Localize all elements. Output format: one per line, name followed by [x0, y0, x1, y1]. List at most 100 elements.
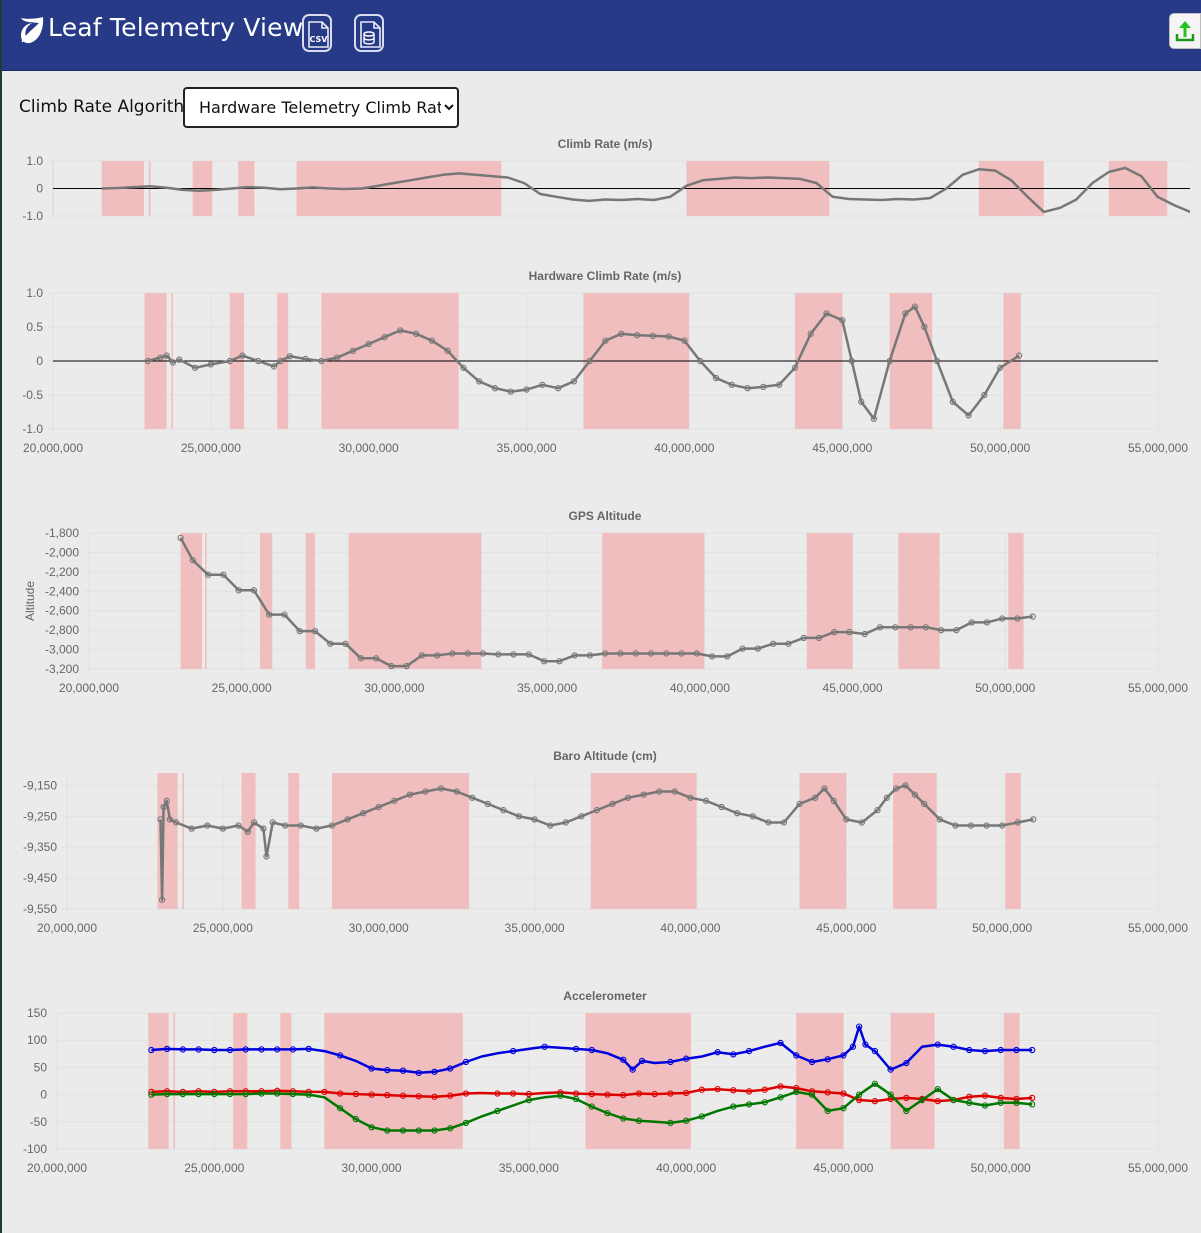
- data-point: [697, 357, 704, 365]
- band-group: [148, 1013, 1020, 1149]
- data-point: [258, 1090, 265, 1097]
- data-point: [824, 1056, 831, 1063]
- export-database-button[interactable]: [354, 14, 384, 52]
- highlight-band: [799, 773, 847, 909]
- highlight-band: [182, 773, 184, 909]
- data-point: [191, 364, 199, 371]
- y-tick-label: 100: [27, 1033, 47, 1047]
- data-point: [204, 571, 212, 578]
- data-point: [179, 1046, 186, 1053]
- x-tick-label: 25,000,000: [181, 441, 241, 455]
- data-point: [372, 655, 380, 662]
- data-point: [418, 652, 426, 659]
- y-tick-label: 0.5: [26, 320, 43, 334]
- data-point: [562, 819, 569, 826]
- data-point: [242, 1046, 249, 1053]
- data-point: [724, 653, 731, 660]
- highlight-band: [890, 1013, 935, 1149]
- highlight-band: [205, 533, 207, 669]
- y-tick-label: -9,250: [23, 809, 57, 823]
- data-point: [791, 364, 799, 371]
- x-tick-label: 50,000,000: [971, 1161, 1031, 1175]
- data-point: [934, 1086, 941, 1093]
- data-point: [693, 650, 700, 657]
- highlight-band: [602, 533, 705, 669]
- x-tick-label: 50,000,000: [975, 681, 1035, 695]
- data-point: [730, 1103, 737, 1110]
- data-point: [375, 803, 382, 811]
- data-point: [333, 354, 341, 361]
- data-point: [172, 819, 180, 826]
- data-point: [665, 333, 672, 340]
- data-point: [950, 1043, 957, 1050]
- data-point: [163, 1090, 171, 1098]
- data-point: [871, 1097, 879, 1105]
- data-point: [539, 381, 546, 388]
- x-tick-label: 30,000,000: [342, 1161, 402, 1175]
- data-point: [745, 1088, 753, 1095]
- highlight-band: [348, 533, 482, 669]
- highlight-band: [241, 773, 256, 909]
- highlight-band: [796, 1013, 844, 1149]
- data-point: [656, 788, 663, 795]
- x-tick-label: 55,000,000: [1128, 1161, 1188, 1175]
- data-point: [357, 655, 364, 662]
- data-point: [359, 810, 367, 817]
- data-point: [937, 626, 945, 634]
- data-point: [588, 1090, 595, 1098]
- data-point: [997, 1099, 1004, 1106]
- y-tick-label: 1.0: [26, 286, 43, 300]
- data-point: [157, 816, 164, 823]
- chart-title: Accelerometer: [563, 989, 647, 1003]
- data-point: [431, 1068, 438, 1075]
- y-tick-label: -3,000: [45, 643, 79, 657]
- data-point: [352, 1090, 359, 1098]
- data-point: [557, 1092, 564, 1099]
- highlight-band: [1008, 533, 1024, 669]
- data-point: [494, 1090, 501, 1097]
- data-point: [952, 822, 959, 829]
- algorithm-select[interactable]: Hardware Telemetry Climb Rate: [183, 87, 459, 128]
- data-point: [808, 1091, 816, 1098]
- data-point: [305, 1045, 312, 1053]
- data-point: [1014, 819, 1021, 826]
- data-point: [793, 1052, 800, 1059]
- data-point: [460, 364, 467, 371]
- y-tick-label: -2,000: [45, 545, 79, 559]
- data-point: [270, 363, 278, 370]
- data-point: [858, 398, 865, 405]
- data-point: [464, 650, 471, 657]
- y-tick-label: 50: [34, 1060, 48, 1074]
- data-point: [211, 1046, 218, 1054]
- data-point: [158, 896, 166, 903]
- data-point: [422, 788, 429, 795]
- data-point: [391, 797, 398, 804]
- data-point: [239, 352, 246, 359]
- data-point: [749, 813, 756, 820]
- data-point: [447, 1125, 454, 1132]
- data-point: [777, 1094, 784, 1101]
- algorithm-label: Climb Rate Algorithm:: [19, 97, 207, 117]
- highlight-band: [173, 1013, 175, 1149]
- baro-altitude-chart: Baro Altitude (cm) -9,150 -9,250 -9,350 -9,4…: [23, 749, 1188, 935]
- data-point: [849, 1043, 857, 1050]
- data-point: [250, 819, 258, 826]
- data-point: [525, 651, 532, 658]
- data-point: [667, 1090, 674, 1097]
- data-point: [761, 1086, 768, 1093]
- data-point: [870, 415, 878, 422]
- data-point: [903, 1094, 910, 1102]
- x-tick-label: 30,000,000: [349, 921, 409, 935]
- data-point: [861, 630, 868, 638]
- data-point: [148, 1088, 155, 1096]
- export-csv-button[interactable]: CSV: [302, 14, 332, 52]
- data-point: [922, 624, 930, 631]
- data-point: [588, 1103, 595, 1110]
- data-point: [399, 1092, 407, 1099]
- data-point: [604, 1109, 611, 1117]
- upload-button[interactable]: [1169, 13, 1201, 49]
- data-point: [260, 825, 267, 832]
- data-point: [449, 650, 456, 657]
- data-point: [821, 785, 828, 792]
- data-point: [624, 794, 632, 801]
